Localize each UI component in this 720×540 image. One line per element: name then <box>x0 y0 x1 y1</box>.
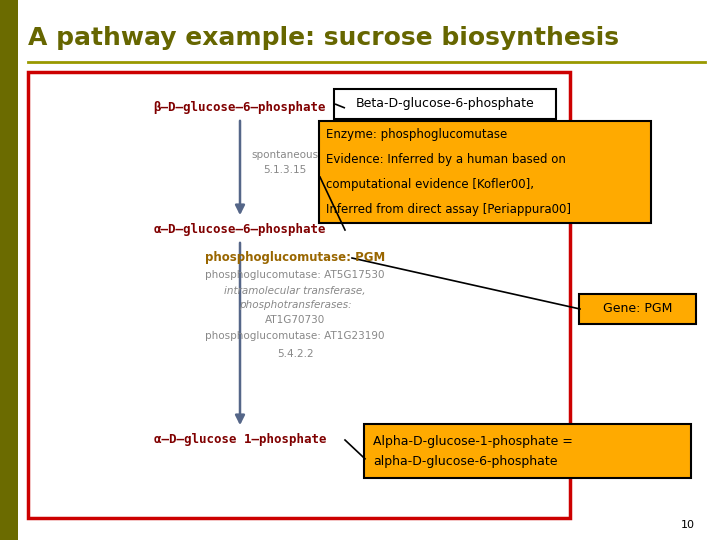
Text: phosphoglucomutase: AT1G23190: phosphoglucomutase: AT1G23190 <box>205 331 384 341</box>
Text: A pathway example: sucrose biosynthesis: A pathway example: sucrose biosynthesis <box>28 26 619 50</box>
Text: Evidence: Inferred by a human based on: Evidence: Inferred by a human based on <box>326 153 566 166</box>
Text: 5.1.3.15: 5.1.3.15 <box>264 165 307 175</box>
Text: 10: 10 <box>681 520 695 530</box>
Text: Gene: PGM: Gene: PGM <box>603 302 672 315</box>
Text: β–D–glucose–6–phosphate: β–D–glucose–6–phosphate <box>154 102 326 114</box>
Text: 5.4.2.2: 5.4.2.2 <box>276 349 313 359</box>
Bar <box>28 72 570 518</box>
Text: alpha-D-glucose-6-phosphate: alpha-D-glucose-6-phosphate <box>373 455 557 468</box>
Text: α–D–glucose 1–phosphate: α–D–glucose 1–phosphate <box>154 434 326 447</box>
Text: computational evidence [Kofler00],: computational evidence [Kofler00], <box>326 178 534 191</box>
Text: Enzyme: phosphoglucomutase: Enzyme: phosphoglucomutase <box>326 128 508 141</box>
Text: phosphoglucomutase: PGM: phosphoglucomutase: PGM <box>205 252 385 265</box>
FancyBboxPatch shape <box>579 294 696 324</box>
Text: phosphotransferases:: phosphotransferases: <box>239 300 351 310</box>
FancyBboxPatch shape <box>364 424 691 478</box>
Bar <box>0 0 18 540</box>
Text: Alpha-D-glucose-1-phosphate =: Alpha-D-glucose-1-phosphate = <box>373 435 573 448</box>
Text: spontaneous: spontaneous <box>251 150 318 160</box>
Text: phosphoglucomutase: AT5G17530: phosphoglucomutase: AT5G17530 <box>205 270 384 280</box>
FancyBboxPatch shape <box>319 121 651 223</box>
Text: intramolecular transferase,: intramolecular transferase, <box>224 286 366 296</box>
Text: α–D–glucose–6–phosphate: α–D–glucose–6–phosphate <box>154 224 326 237</box>
Text: Inferred from direct assay [Periappura00]: Inferred from direct assay [Periappura00… <box>326 203 571 216</box>
FancyBboxPatch shape <box>334 89 556 119</box>
Text: AT1G70730: AT1G70730 <box>265 315 325 325</box>
Text: Beta-D-glucose-6-phosphate: Beta-D-glucose-6-phosphate <box>356 98 534 111</box>
